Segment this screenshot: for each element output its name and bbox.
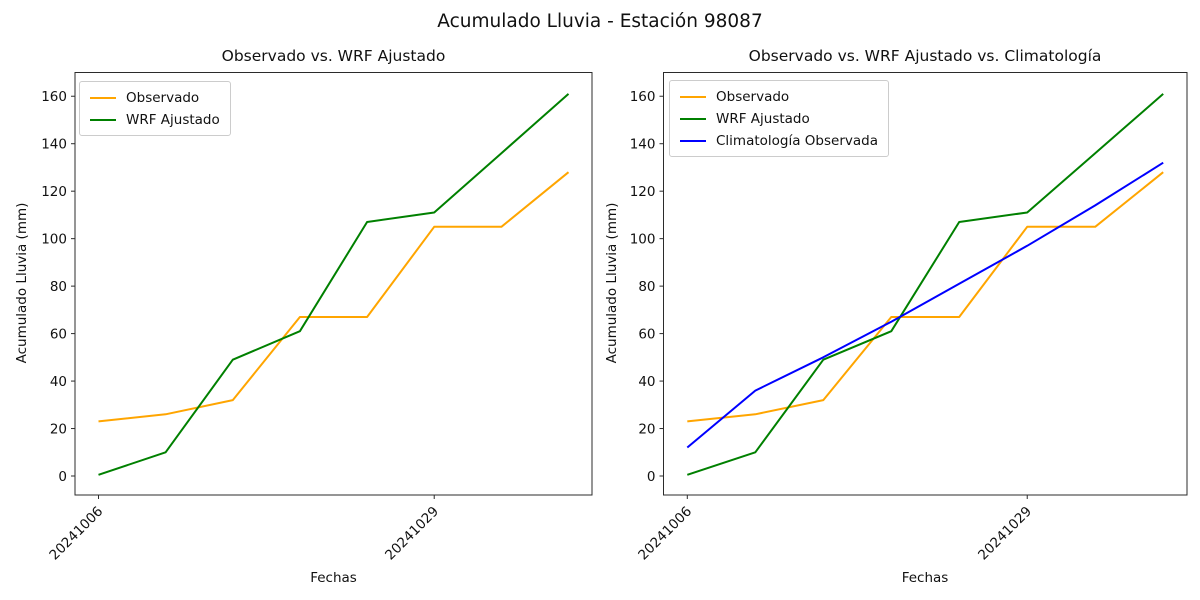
series-line-wrf-ajustado [686,93,1164,476]
legend-line-sample [90,96,116,99]
left-plot-axes: 0 20 40 60 80 100 120 140 160 20241006 20241029 [41,72,593,564]
y-tick-label: 20 [50,421,67,437]
y-tick-label: 120 [630,184,656,200]
y-tick-label: 80 [50,279,67,295]
x-tick-label: 20241029 [382,504,442,564]
axes-frame [663,72,1188,496]
legend-label: Climatología Observada [716,132,878,149]
y-tick-label: 40 [50,374,67,390]
legend-item: Observado [90,89,220,106]
x-tick-label: 20241029 [975,504,1035,564]
x-axis-label-right: Fechas [901,570,949,586]
y-tick-label: 0 [58,469,67,485]
legend-left: Observado WRF Ajustado [79,81,231,136]
x-tick-label: 20241006 [635,504,695,564]
y-axis-label-right: Acumulado Lluvia (mm) [604,202,620,364]
legend-item: WRF Ajustado [90,111,220,128]
y-tick-label: 40 [638,374,655,390]
legend-label: Observado [716,88,790,105]
series-line-wrf-ajustado [98,93,570,476]
legend-label: WRF Ajustado [716,110,810,127]
axes-frame [74,72,593,496]
legend-label: WRF Ajustado [126,111,220,128]
legend-label: Observado [126,89,200,106]
series-line-observado [687,171,1164,423]
legend-line-sample [680,117,706,120]
y-tick-label: 100 [41,231,67,247]
y-tick-label: 0 [647,469,656,485]
y-tick-label: 60 [638,326,655,342]
y-axis-label-left: Acumulado Lluvia (mm) [14,202,30,364]
legend-item: Climatología Observada [680,132,878,149]
x-axis-label-left: Fechas [310,570,357,586]
y-tick-label: 80 [638,279,655,295]
y-tick-label: 160 [630,89,656,105]
legend-item: Observado [680,88,878,105]
legend-right: Observado WRF Ajustado Climatología Observ… [669,80,889,157]
legend-item: WRF Ajustado [680,110,878,127]
x-tick-label: 20241006 [46,504,106,564]
series-line-observado [98,171,570,423]
y-tick-label: 120 [41,184,67,200]
series-line-climatolog-a-observada [686,161,1164,449]
legend-line-sample [680,139,706,142]
subplot-title-left: Observado vs. WRF Ajustado [221,47,446,65]
y-tick-label: 140 [41,137,67,153]
y-tick-label: 20 [638,421,655,437]
y-tick-label: 60 [50,326,67,342]
y-tick-label: 160 [41,89,67,105]
subplot-title-right: Observado vs. WRF Ajustado vs. Climatolo… [748,47,1102,65]
figure-title: Acumulado Lluvia - Estación 98087 [437,11,763,32]
legend-line-sample [680,95,706,98]
y-tick-label: 100 [630,231,656,247]
legend-line-sample [90,118,116,121]
y-tick-label: 140 [630,137,656,153]
